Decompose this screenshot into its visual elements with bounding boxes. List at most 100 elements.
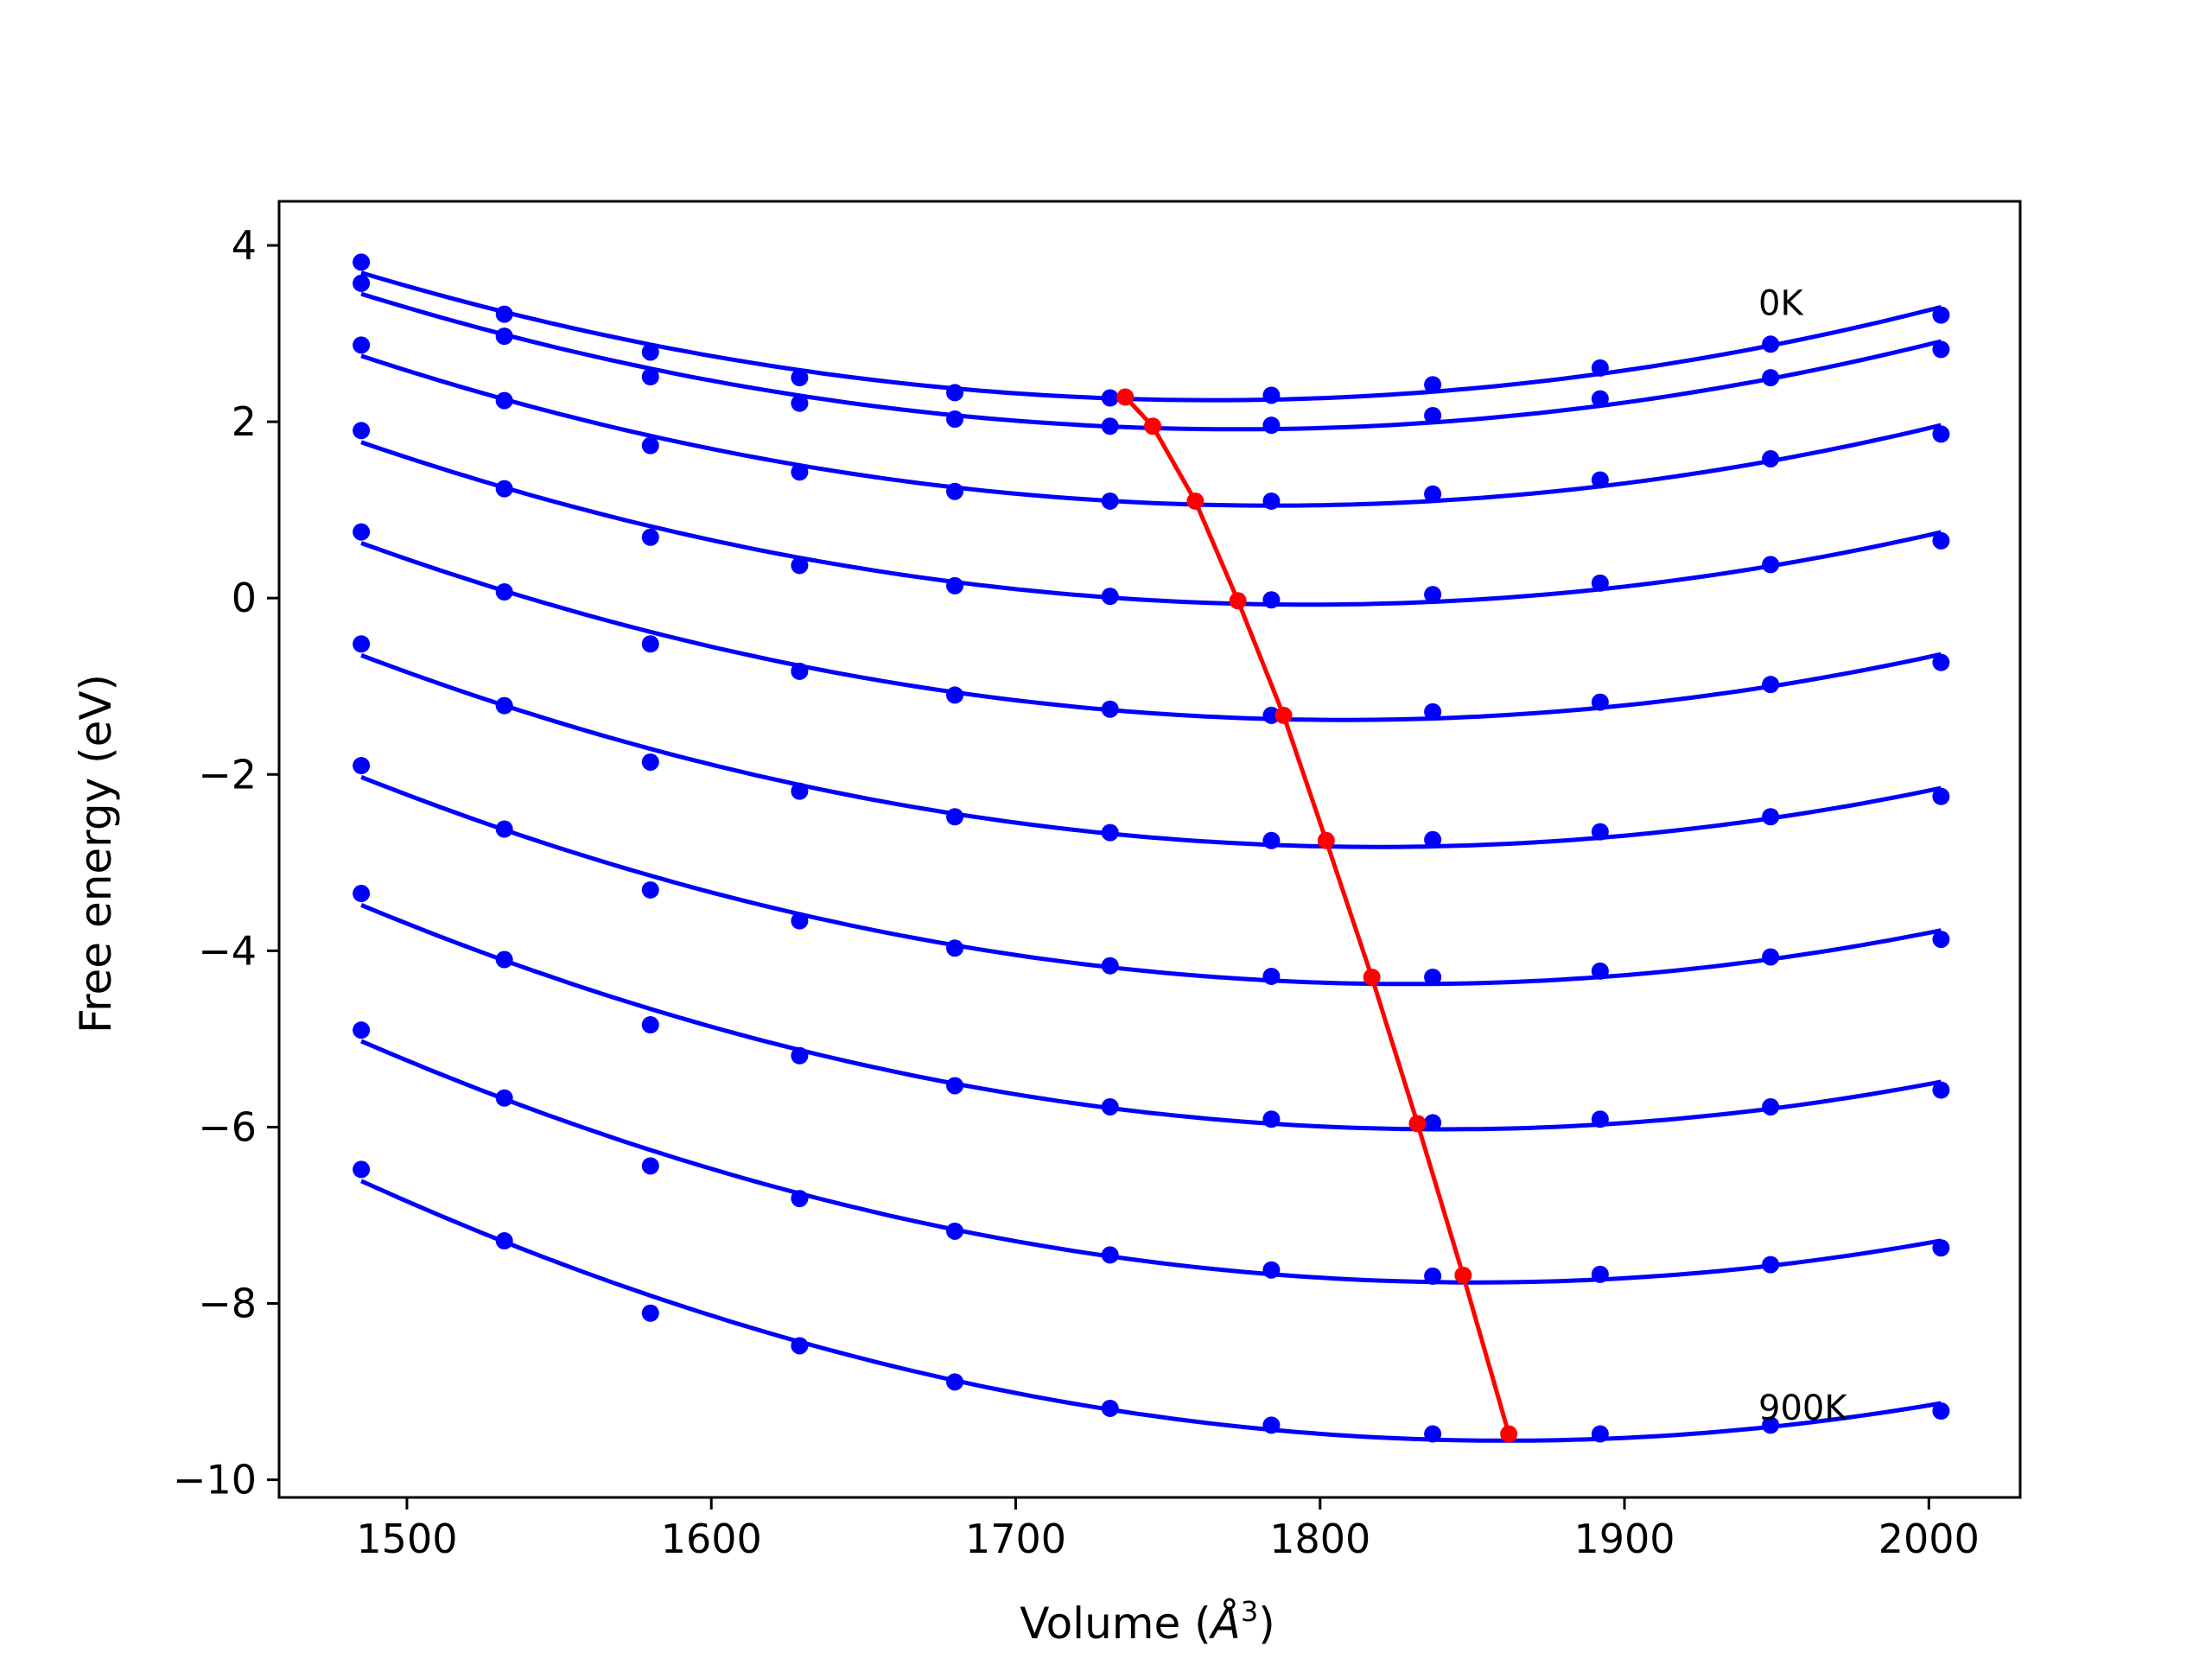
data-point [1762,335,1780,353]
data-point [353,1160,371,1179]
data-point [791,394,809,412]
data-point [791,1337,809,1355]
data-point [1262,416,1281,435]
data-point [641,753,659,771]
y-axis-ticks: 4 2 0 −2 −4 −6 −8 −10 [173,222,279,1503]
curves-layer [360,270,1942,1443]
data-point [946,576,964,594]
data-point [1591,823,1609,841]
data-point [495,950,513,969]
y-tick-label: 0 [232,575,257,621]
minimum-point [1454,1266,1472,1284]
series-line [360,353,1942,508]
data-point [495,820,513,838]
data-point [641,343,659,361]
data-point [1932,531,1950,550]
data-point [1932,1402,1950,1420]
series-line [360,774,1942,987]
data-point [791,463,809,481]
data-point [353,253,371,271]
minimum-point [1363,968,1381,986]
data-point [1101,1399,1119,1417]
data-point [1262,386,1281,404]
y-tick-label: −8 [198,1281,257,1327]
data-point [791,782,809,800]
data-point [1262,1110,1281,1128]
data-point [495,327,513,346]
series-line [360,541,1942,722]
data-point [1101,1246,1119,1264]
data-point [495,1232,513,1250]
y-tick-label: 4 [232,222,257,269]
data-point [946,686,964,704]
data-point [353,757,371,775]
data-point [946,939,964,957]
data-point [1262,1416,1281,1434]
data-point [495,305,513,323]
data-point [353,336,371,354]
data-point [946,1077,964,1095]
data-point [353,523,371,541]
data-point [1101,492,1119,510]
data-point [641,528,659,546]
minimum-point [1317,831,1335,849]
data-point [1262,1261,1281,1279]
data-point [1424,406,1442,424]
data-point [1932,306,1950,324]
minimum-point [1116,388,1135,406]
x-tick-label: 1600 [661,1516,762,1562]
data-point [495,1089,513,1107]
data-point [791,912,809,930]
data-point [791,662,809,680]
x-tick-label: 1700 [965,1516,1066,1562]
data-point [1424,1267,1442,1285]
data-point [1262,967,1281,985]
data-point [791,369,809,387]
data-point [1932,340,1950,359]
data-point [1762,1097,1780,1116]
minimum-point [1500,1425,1518,1443]
data-point [946,808,964,826]
data-point [1101,389,1119,407]
data-point [1762,1416,1780,1434]
data-point [1591,1425,1609,1443]
y-tick-label: −10 [173,1457,257,1503]
x-tick-label: 1500 [356,1516,457,1562]
data-point [1262,831,1281,849]
data-point [1932,931,1950,949]
data-point [946,1373,964,1391]
data-point [353,274,371,292]
data-point [1262,492,1281,510]
y-tick-label: −2 [198,751,257,798]
data-point [1591,1110,1609,1128]
series-line [360,1039,1942,1285]
data-point [1932,653,1950,671]
data-point [1762,808,1780,826]
y-tick-label: −4 [198,927,257,974]
data-point [1101,588,1119,606]
data-point [1262,706,1281,724]
plot-frame [277,200,2022,1499]
data-point [641,1016,659,1034]
x-axis-label: Volume (Å3) [1020,1595,1274,1649]
data-point [1262,591,1281,609]
data-point [1932,425,1950,443]
data-point [495,391,513,410]
minimum-point [1274,706,1293,724]
data-point [1101,823,1119,842]
annotations: 0K 900K [1758,283,1848,1428]
data-point [1424,376,1442,394]
series-line [360,291,1942,432]
minimum-line-layer [1116,388,1518,1443]
x-tick-label: 2000 [1878,1516,1980,1562]
data-point [641,635,659,653]
data-point [791,1190,809,1208]
data-point [495,583,513,601]
data-point [1762,948,1780,966]
y-axis-label: Free energy (eV) [71,674,121,1033]
data-point [1932,787,1950,805]
data-point [1591,471,1609,489]
data-point [791,1046,809,1065]
series-line [360,903,1942,1132]
